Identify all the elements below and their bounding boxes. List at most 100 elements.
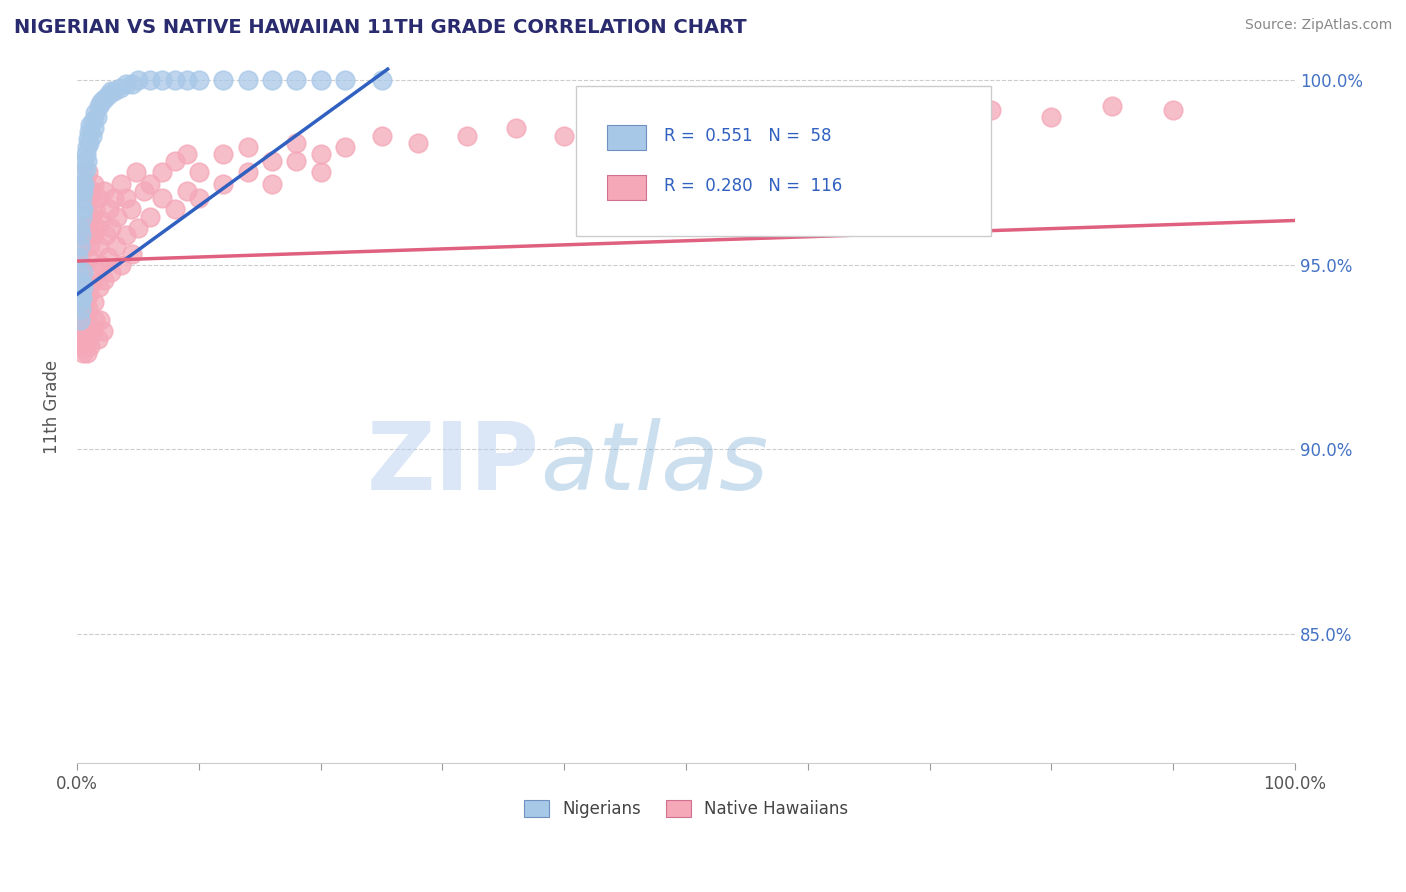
Y-axis label: 11th Grade: 11th Grade: [44, 359, 60, 454]
Point: [73, 191, 96, 205]
Point: [69, 202, 91, 217]
Point: [79, 239, 101, 253]
Point: [77, 132, 100, 146]
Point: [93, 92, 115, 106]
Point: [309, 165, 332, 179]
Point: [96, 251, 118, 265]
Point: [82, 228, 104, 243]
Point: [187, 191, 209, 205]
Point: [121, 77, 143, 91]
Point: [309, 147, 332, 161]
Point: [1101, 99, 1123, 113]
Point: [100, 220, 122, 235]
Point: [75, 161, 97, 176]
Point: [87, 191, 110, 205]
Point: [72, 317, 94, 331]
Point: [80, 277, 103, 291]
Point: [1161, 103, 1184, 117]
Point: [105, 239, 128, 253]
Point: [797, 121, 820, 136]
Point: [84, 106, 107, 120]
Point: [980, 103, 1002, 117]
Point: [93, 184, 115, 198]
Text: atlas: atlas: [540, 418, 768, 509]
Point: [309, 73, 332, 87]
Point: [114, 77, 136, 91]
Point: [150, 165, 173, 179]
Point: [70, 324, 93, 338]
Point: [285, 136, 308, 150]
Point: [80, 184, 103, 198]
Point: [614, 118, 637, 132]
Point: [236, 73, 259, 87]
Point: [75, 277, 97, 291]
Point: [103, 84, 125, 98]
Point: [124, 165, 146, 179]
Point: [70, 177, 93, 191]
Point: [96, 228, 118, 243]
Point: [70, 277, 93, 291]
Point: [110, 177, 132, 191]
Point: [82, 324, 104, 338]
Point: [108, 80, 131, 95]
Point: [73, 177, 96, 191]
Point: [735, 118, 758, 132]
Point: [70, 302, 93, 317]
Point: [83, 121, 105, 136]
Point: [187, 73, 209, 87]
Point: [127, 220, 149, 235]
Point: [96, 87, 118, 102]
Point: [84, 202, 107, 217]
Point: [73, 339, 96, 353]
Point: [1040, 110, 1063, 124]
Point: [505, 121, 527, 136]
Point: [77, 125, 100, 139]
Point: [127, 73, 149, 87]
Point: [89, 313, 111, 327]
Point: [69, 294, 91, 309]
Point: [285, 154, 308, 169]
Point: [139, 73, 162, 87]
Point: [69, 339, 91, 353]
Point: [139, 177, 162, 191]
Text: Source: ZipAtlas.com: Source: ZipAtlas.com: [1244, 18, 1392, 32]
Point: [79, 118, 101, 132]
Point: [236, 165, 259, 179]
FancyBboxPatch shape: [607, 175, 645, 201]
Point: [187, 165, 209, 179]
Point: [110, 258, 132, 272]
Point: [86, 220, 108, 235]
Point: [76, 202, 98, 217]
Point: [69, 313, 91, 327]
Point: [150, 73, 173, 87]
Text: R =  0.551   N =  58: R = 0.551 N = 58: [664, 128, 831, 145]
Point: [72, 287, 94, 301]
Point: [370, 73, 392, 87]
Point: [70, 277, 93, 291]
Point: [236, 139, 259, 153]
Point: [120, 202, 142, 217]
Point: [87, 99, 110, 113]
Point: [260, 73, 283, 87]
Point: [83, 177, 105, 191]
Point: [176, 184, 198, 198]
Point: [212, 147, 235, 161]
Point: [76, 139, 98, 153]
Point: [77, 317, 100, 331]
FancyBboxPatch shape: [607, 126, 645, 151]
Point: [406, 136, 429, 150]
Point: [79, 339, 101, 353]
Point: [858, 110, 880, 124]
Point: [76, 154, 98, 169]
Point: [114, 228, 136, 243]
Point: [86, 265, 108, 279]
Point: [70, 210, 93, 224]
Point: [163, 202, 186, 217]
Point: [105, 210, 128, 224]
Point: [121, 246, 143, 260]
Text: ZIP: ZIP: [367, 417, 540, 510]
Point: [77, 220, 100, 235]
Point: [212, 73, 235, 87]
Point: [69, 228, 91, 243]
Point: [114, 191, 136, 205]
